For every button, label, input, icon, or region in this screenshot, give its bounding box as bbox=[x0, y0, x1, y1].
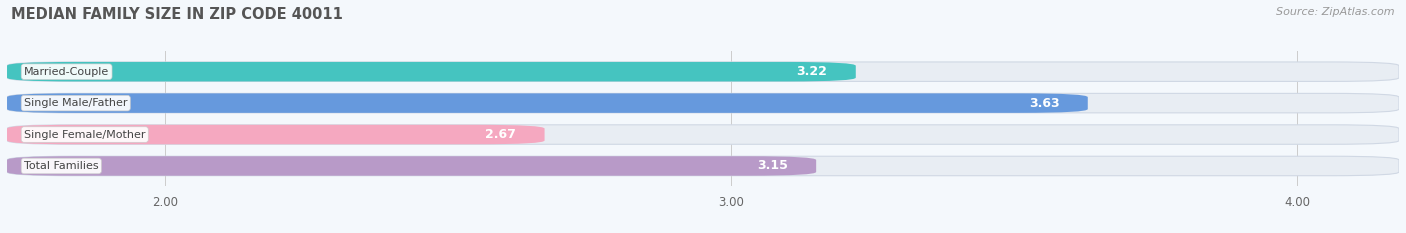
Text: MEDIAN FAMILY SIZE IN ZIP CODE 40011: MEDIAN FAMILY SIZE IN ZIP CODE 40011 bbox=[11, 7, 343, 22]
Text: Total Families: Total Families bbox=[24, 161, 98, 171]
FancyBboxPatch shape bbox=[7, 62, 1399, 81]
FancyBboxPatch shape bbox=[7, 93, 1399, 113]
Text: 3.63: 3.63 bbox=[1029, 97, 1060, 110]
FancyBboxPatch shape bbox=[7, 156, 1399, 176]
Text: Single Female/Mother: Single Female/Mother bbox=[24, 130, 145, 140]
Text: Source: ZipAtlas.com: Source: ZipAtlas.com bbox=[1277, 7, 1395, 17]
Text: 3.22: 3.22 bbox=[797, 65, 828, 78]
Text: Single Male/Father: Single Male/Father bbox=[24, 98, 128, 108]
FancyBboxPatch shape bbox=[7, 125, 544, 144]
Text: 2.67: 2.67 bbox=[485, 128, 516, 141]
FancyBboxPatch shape bbox=[7, 156, 815, 176]
FancyBboxPatch shape bbox=[7, 125, 1399, 144]
FancyBboxPatch shape bbox=[7, 93, 1088, 113]
FancyBboxPatch shape bbox=[7, 62, 856, 81]
Text: 3.15: 3.15 bbox=[756, 159, 787, 172]
Text: Married-Couple: Married-Couple bbox=[24, 67, 110, 77]
